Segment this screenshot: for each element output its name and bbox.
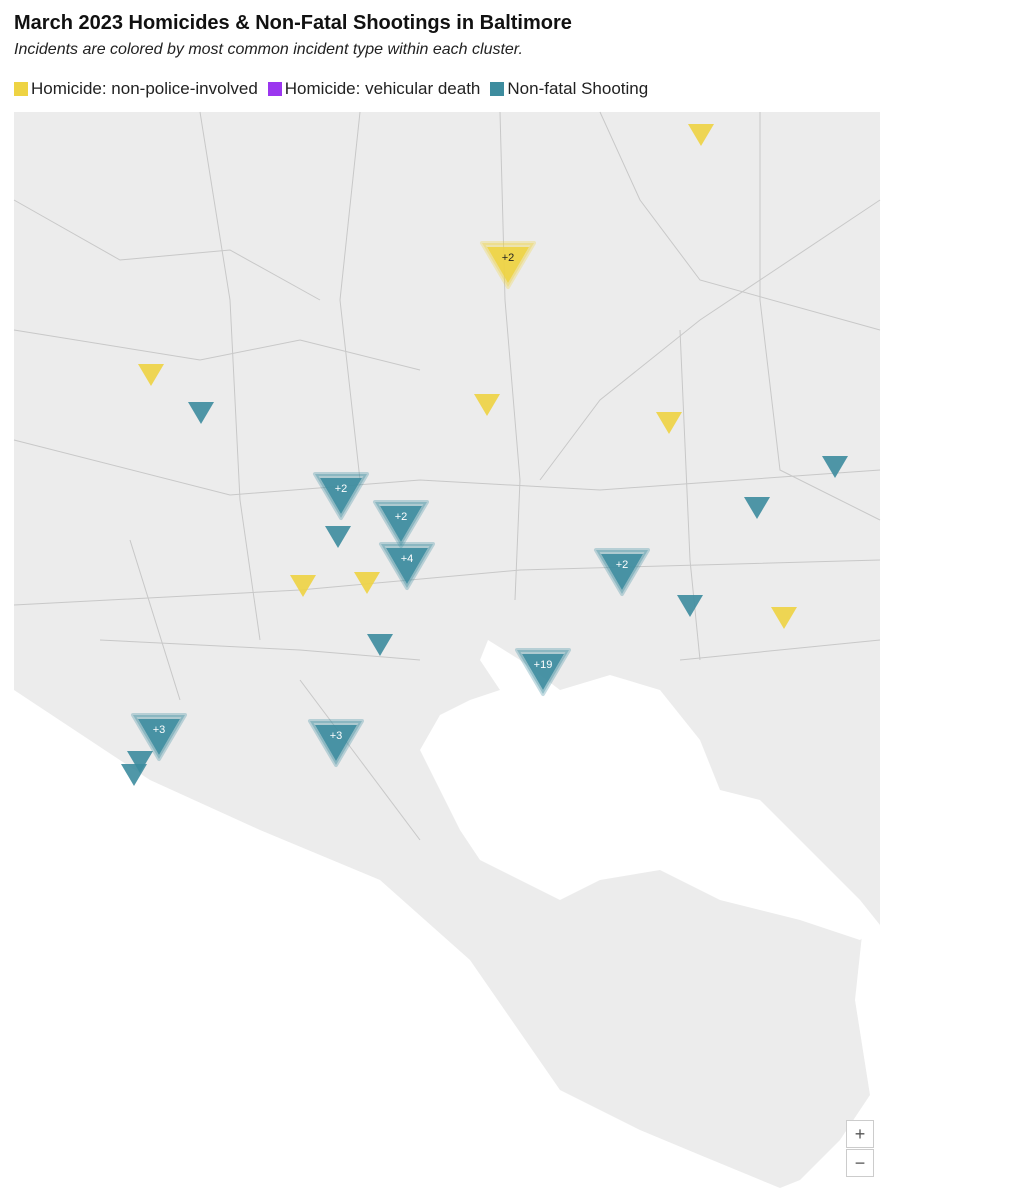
single [367,634,393,656]
cluster-label: +2 [616,559,629,571]
marker [367,634,393,656]
cluster-label: +3 [153,724,166,736]
single [325,526,351,548]
cluster-label: +4 [401,553,414,565]
cluster-marker [522,654,564,690]
cluster-marker [320,478,362,514]
single [138,364,164,386]
marker [771,607,797,629]
legend: Homicide: non-police-involved Homicide: … [14,79,648,99]
streets [13,111,881,841]
single [188,402,214,424]
cluster: +3 [131,713,187,761]
cluster-marker [380,506,422,542]
legend-label: Homicide: vehicular death [284,79,481,98]
cluster-marker [315,725,357,761]
subtitle: Incidents are colored by most common inc… [14,41,523,58]
single [290,575,316,597]
marker [290,575,316,597]
header: March 2023 Homicides & Non-Fatal Shootin… [14,12,572,59]
cluster: +2 [313,472,369,520]
single [688,124,714,146]
cluster-marker [487,247,529,283]
cluster-marker [138,719,180,755]
cluster: +2 [594,548,650,596]
marker [744,497,770,519]
marker [822,456,848,478]
cluster-marker [386,548,428,584]
single [127,751,153,773]
single [121,764,147,786]
marker [188,402,214,424]
cluster-label: +19 [534,659,553,671]
zoom-in[interactable]: + [846,1120,874,1148]
legend-item: Homicide: non-police-involved [14,79,258,99]
cluster: +4 [379,542,435,590]
cluster: +2 [373,500,429,548]
legend-swatch [267,82,282,96]
cluster-label: +2 [502,252,515,264]
marker [121,764,147,786]
single [744,497,770,519]
legend-label: Non-fatal Shooting [507,79,649,98]
land [14,112,880,1188]
cluster-label: +2 [335,483,348,495]
cluster-label: +3 [330,730,343,742]
marker [474,394,500,416]
single [822,456,848,478]
marker [138,364,164,386]
single [354,572,380,594]
single [771,607,797,629]
cluster-marker [601,554,643,590]
markers: +2 +2 +2 +4 +2 +19 +3 +3 [121,124,848,786]
legend-item: Non-fatal Shooting [490,79,648,99]
cluster-label: +2 [395,511,408,523]
legend-swatch [14,82,28,96]
cluster: +19 [515,648,571,696]
title: March 2023 Homicides & Non-Fatal Shootin… [14,12,572,34]
zoom-out[interactable]: − [846,1149,874,1177]
marker [656,412,682,434]
single [474,394,500,416]
marker [127,751,153,773]
cluster: +2 [480,241,536,289]
marker [354,572,380,594]
single [656,412,682,434]
marker [677,595,703,617]
marker [325,526,351,548]
cluster: +3 [308,719,364,767]
marker [688,124,714,146]
legend-item: Homicide: vehicular death [267,79,481,99]
single [677,595,703,617]
legend-swatch [490,82,505,96]
legend-label: Homicide: non-police-involved [31,79,258,98]
